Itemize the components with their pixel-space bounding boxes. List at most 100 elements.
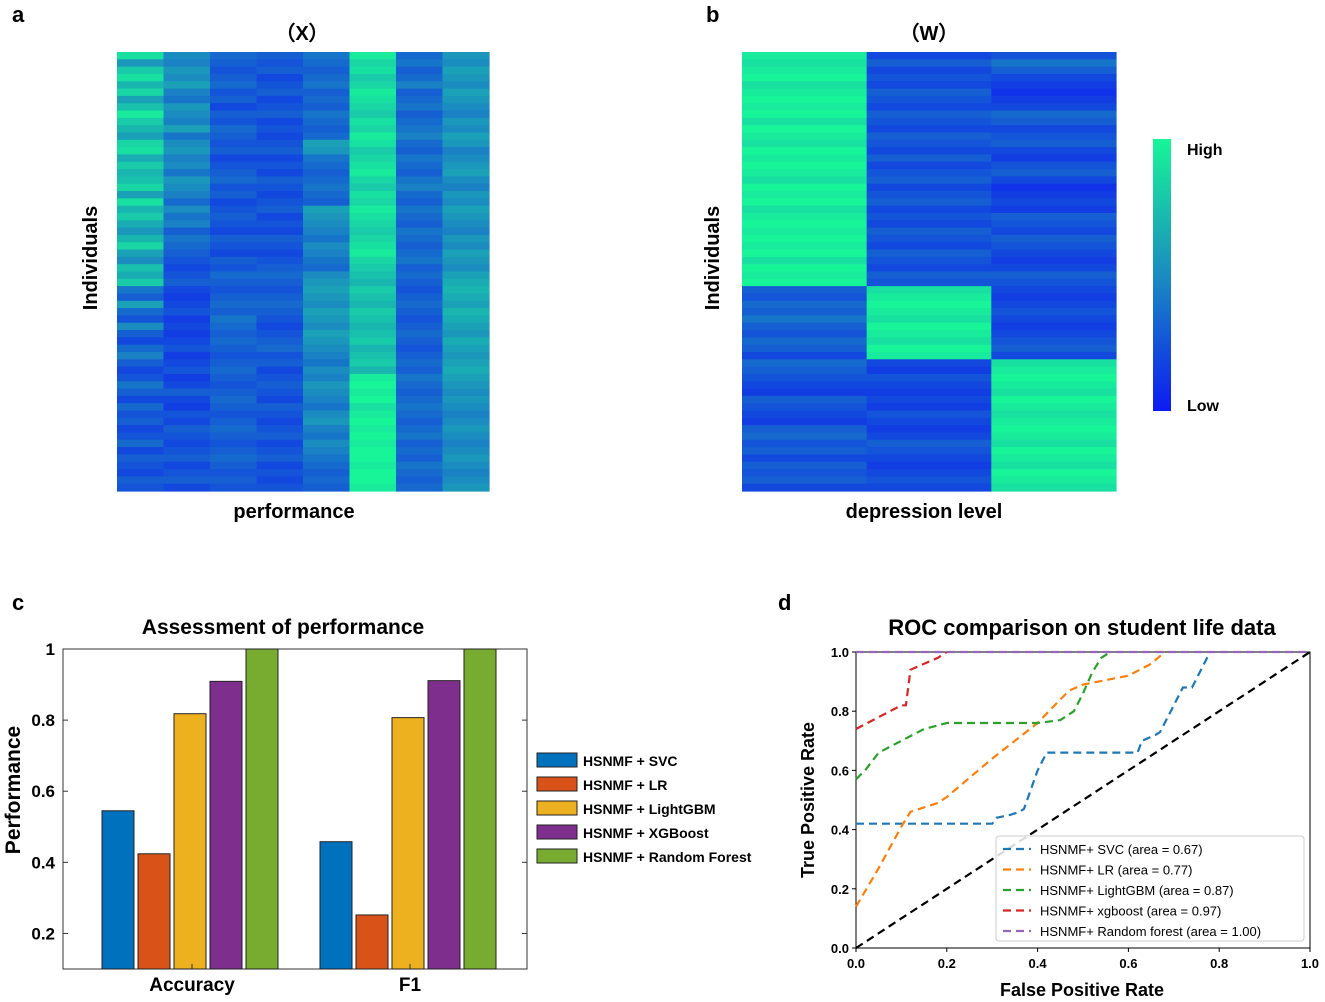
heatmap-cell [256,403,304,412]
heatmap-cell [210,66,258,75]
heatmap-cell [117,117,165,126]
heatmap-cell [210,176,258,185]
heatmap-cell [742,454,868,463]
heatmap-cell [163,469,211,477]
heatmap-cell [163,454,211,463]
heatmap-cell [163,191,211,199]
heatmap-cell [163,359,211,368]
heatmap-cell [117,110,165,119]
heatmap-cell [163,234,211,243]
heatmap-cell [396,381,444,390]
y-tick-label: 0.6 [831,763,849,778]
heatmap-cell [442,66,490,75]
heatmap-cell [991,242,1117,251]
y-tick-label: 1.0 [831,645,849,660]
heatmap-cell [396,300,444,309]
heatmap-cell [117,461,165,470]
heatmap-cell [256,322,304,331]
heatmap-cell [991,117,1117,126]
heatmap-cell [442,359,490,368]
heatmap-cell [210,337,258,346]
heatmap-cell [210,212,258,221]
heatmap-cell [396,278,444,287]
heatmap-cell [303,52,351,60]
heatmap-cell [163,330,211,338]
heatmap-cell [303,351,351,360]
heatmap-cell [866,110,992,119]
heatmap-cell [991,315,1117,324]
heatmap-cell [256,483,304,492]
heatmap-cell [866,249,992,258]
heatmap-cell [256,359,304,368]
heatmap-w-xlabel: depression level [846,501,1003,523]
heatmap-cell [210,447,258,456]
heatmap-cell [303,381,351,390]
heatmap-cell [303,234,351,243]
heatmap-cell [117,483,165,492]
heatmap-cell [210,242,258,251]
heatmap-cell [256,249,304,258]
heatmap-cell [117,278,165,287]
heatmap-cell [117,161,165,170]
bar [355,914,389,970]
heatmap-cell [163,249,211,258]
heatmap-cell [256,176,304,185]
bar [463,648,497,970]
heatmap-cell [210,205,258,214]
heatmap-cell [303,300,351,309]
heatmap-cell [117,359,165,368]
heatmap-cell [163,220,211,229]
heatmap-cell [163,227,211,236]
heatmap-cell [210,52,258,60]
heatmap-cell [303,278,351,287]
heatmap-cell [256,373,304,382]
heatmap-cell [349,330,397,338]
roc-legend-box [995,835,1305,942]
heatmap-cell [256,154,304,163]
heatmap-cell [303,183,351,192]
heatmap-cell [117,176,165,185]
heatmap-cell [210,476,258,485]
heatmap-cell [163,337,211,346]
heatmap-cell [742,73,868,82]
heatmap-cell [256,410,304,419]
legend-label: HSNMF + SVC [583,753,678,769]
heatmap-cell [396,469,444,477]
legend-label: HSNMF+ xgboost (area = 0.97) [1040,904,1221,919]
heatmap-cell [991,66,1117,75]
roc-chart-lines [855,650,1311,949]
heatmap-cell [117,366,165,375]
heatmap-cell [349,110,397,119]
heatmap-cell [396,132,444,141]
heatmap-cell [349,234,397,243]
heatmap-cell [442,191,490,199]
heatmap-cell [866,117,992,126]
heatmap-w-cells [742,52,1117,492]
bar [245,648,279,970]
heatmap-cell [742,403,868,412]
heatmap-cell [256,293,304,302]
heatmap-cell [349,337,397,346]
heatmap-cell [396,344,444,353]
heatmap-cell [303,191,351,199]
heatmap-cell [866,227,992,236]
heatmap-cell [991,103,1117,112]
heatmap-cell [210,300,258,309]
heatmap-cell [256,234,304,243]
heatmap-cell [117,66,165,75]
heatmap-cell [349,59,397,68]
heatmap-cell [163,417,211,426]
heatmap-cell [442,351,490,360]
heatmap-cell [396,337,444,346]
heatmap-cell [349,425,397,434]
heatmap-cell [256,161,304,170]
heatmap-cell [866,147,992,156]
heatmap-cell [396,169,444,177]
heatmap-cell [210,315,258,324]
heatmap-cell [303,256,351,265]
heatmap-cell [396,95,444,104]
heatmap-cell [117,476,165,485]
colorbar-low-label: Low [1187,398,1220,415]
heatmap-cell [742,88,868,97]
heatmap-cell [163,403,211,412]
